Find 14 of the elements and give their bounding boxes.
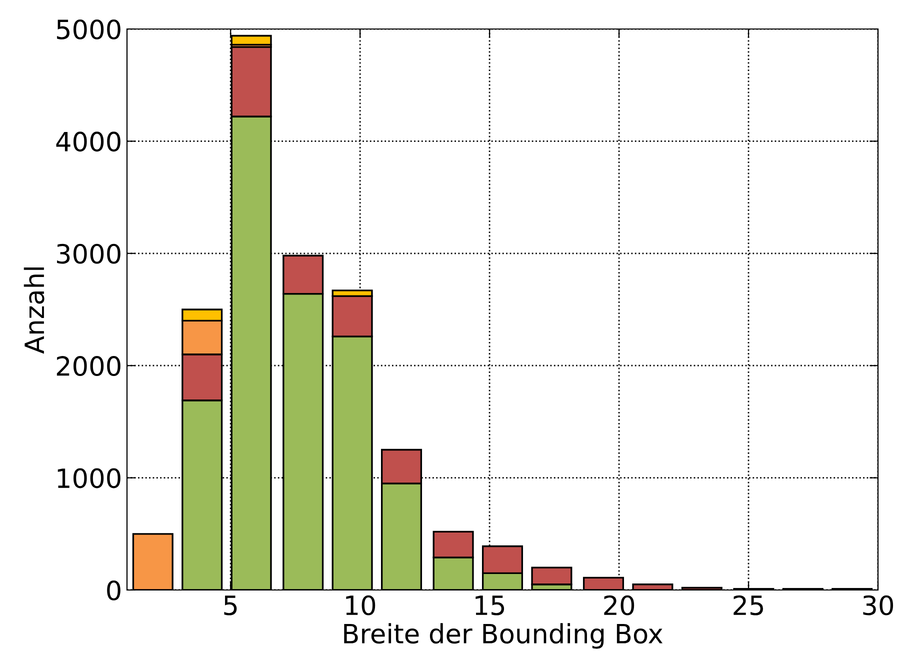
y-axis-title: Anzahl xyxy=(24,268,44,354)
x-tick-label: 30 xyxy=(863,595,894,616)
x-tick-label: 20 xyxy=(604,595,634,616)
y-tick-label: 1000 xyxy=(58,468,120,488)
x-tick-label: 10 xyxy=(346,595,376,616)
y-tick-label: 3000 xyxy=(56,244,120,264)
x-tick-label: 15 xyxy=(476,596,504,616)
x-tick-label: 25 xyxy=(734,595,763,616)
y-tick-label: 2000 xyxy=(56,356,120,376)
y-tick-label: 5000 xyxy=(57,19,120,40)
x-axis-title: Breite der Bounding Box xyxy=(344,623,663,649)
y-tick-label: 4000 xyxy=(56,132,120,152)
y-tick-label: 0 xyxy=(107,580,120,600)
x-tick-label: 5 xyxy=(224,596,237,616)
